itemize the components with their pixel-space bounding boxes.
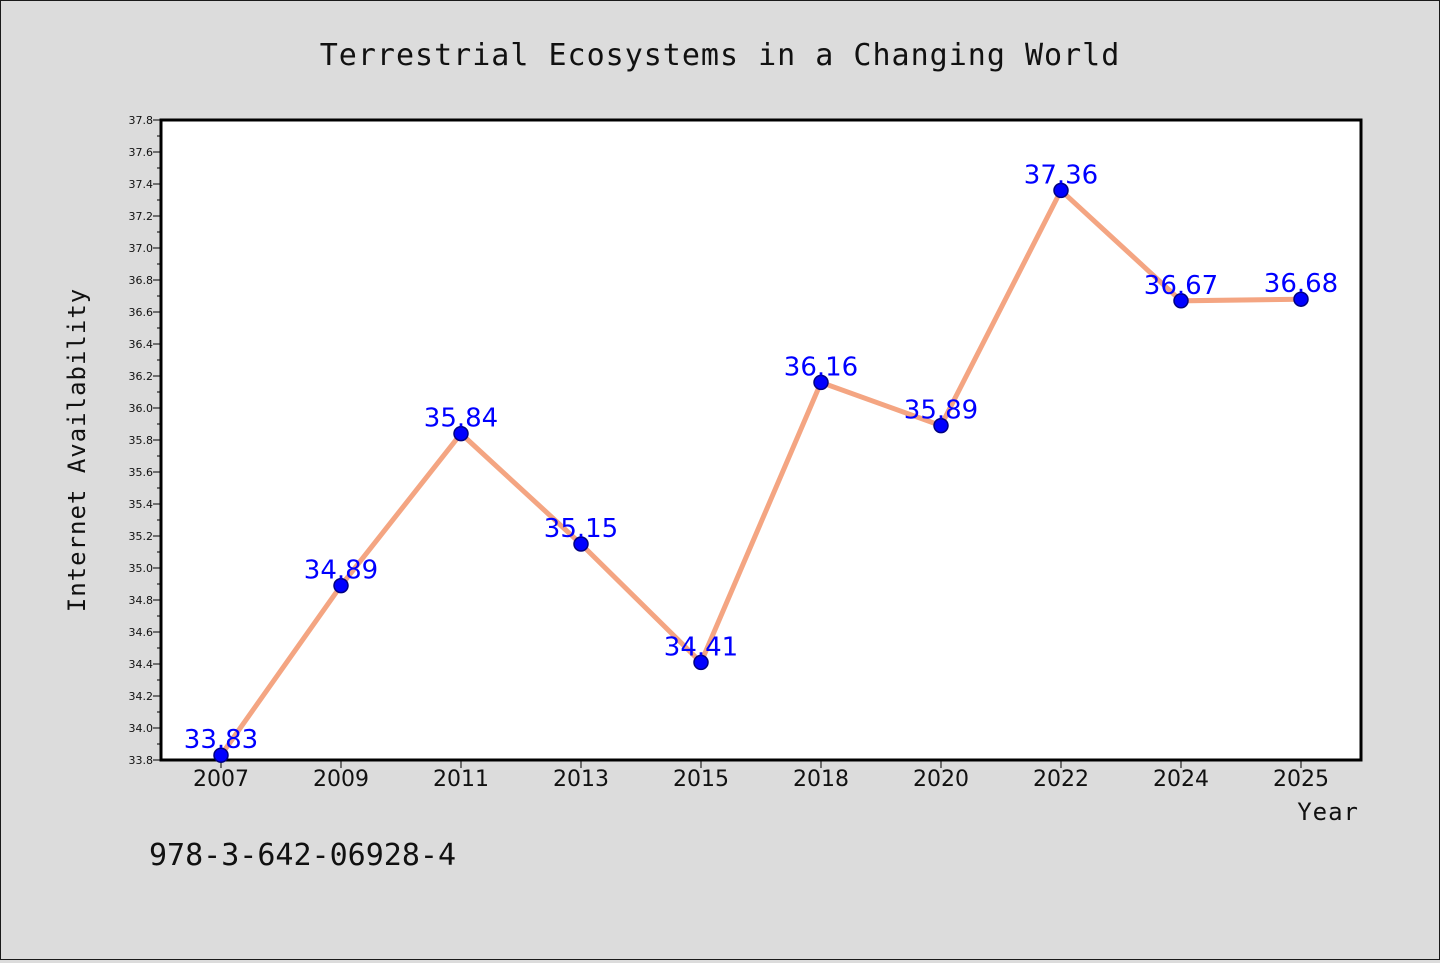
- y-tick-label: 34.8: [129, 594, 154, 607]
- y-tick-label: 34.2: [129, 690, 154, 703]
- data-point: [213, 747, 229, 763]
- data-label: 34.89: [304, 556, 378, 586]
- data-point: [813, 374, 829, 391]
- y-tick-label: 36.2: [129, 370, 154, 383]
- x-tick-label: 2015: [673, 767, 729, 792]
- data-label: 36.16: [784, 352, 858, 382]
- data-point: [1173, 293, 1189, 309]
- data-label: 35.15: [544, 514, 618, 544]
- y-tick-label: 36.8: [129, 274, 154, 287]
- x-tick-label: 2007: [193, 767, 249, 792]
- y-tick-label: 34.6: [129, 626, 154, 639]
- y-tick-label: 37.4: [129, 178, 154, 191]
- y-tick-label: 33.8: [129, 754, 154, 767]
- isbn-text: 978-3-642-06928-4: [149, 838, 456, 873]
- data-label: 35.84: [424, 404, 498, 434]
- data-point: [1053, 182, 1069, 199]
- y-axis: 33.8 34.0 34.2 34.4 34.6 34.8 35.0 35.2 35.4 35.6…: [129, 114, 161, 767]
- data-point: [693, 654, 709, 671]
- y-tick-label: 35.0: [129, 562, 154, 575]
- data-point: [933, 417, 949, 434]
- x-tick-label: 2024: [1153, 767, 1209, 792]
- y-tick-label: 35.8: [129, 434, 154, 447]
- y-tick-label: 37.0: [129, 242, 154, 255]
- x-tick-label: 2011: [433, 767, 489, 792]
- data-label: 33.83: [184, 725, 258, 755]
- series-layer: [213, 182, 1309, 763]
- y-tick-label: 37.8: [129, 114, 154, 127]
- chart-title: Terrestrial Ecosystems in a Changing Wor…: [320, 38, 1121, 73]
- y-tick-label: 36.4: [129, 338, 154, 351]
- data-label: 37.36: [1024, 160, 1098, 190]
- y-tick-label: 35.4: [129, 498, 154, 511]
- plot-area: [159, 118, 1363, 762]
- data-label: 36.67: [1144, 271, 1218, 301]
- x-tick-label: 2022: [1033, 767, 1089, 792]
- y-tick-label: 35.2: [129, 530, 154, 543]
- data-point: [573, 536, 589, 552]
- x-tick-label: 2013: [553, 767, 609, 792]
- x-axis: 2007 2009 2011 2013 2015 2018 2020 2022 2024 2025: [193, 760, 1329, 792]
- x-tick-label: 2009: [313, 767, 369, 792]
- y-tick-label: 37.6: [129, 146, 154, 159]
- data-label: 35.89: [904, 396, 978, 426]
- series-line: [218, 186, 1302, 757]
- y-tick-label: 34.0: [129, 722, 154, 735]
- data-point: [1293, 291, 1309, 307]
- data-point: [453, 425, 469, 442]
- x-tick-label: 2025: [1273, 767, 1329, 792]
- data-label: 34.41: [664, 632, 738, 662]
- data-point: [333, 577, 349, 594]
- y-tick-label: 37.2: [129, 210, 154, 223]
- y-axis-title: Internet Availability: [63, 288, 91, 612]
- data-label: 36.68: [1264, 269, 1338, 299]
- y-tick-label: 36.0: [129, 402, 154, 415]
- y-tick-label: 36.6: [129, 306, 154, 319]
- x-tick-label: 2020: [913, 767, 969, 792]
- x-axis-title: Year: [1297, 798, 1359, 826]
- x-tick-label: 2018: [793, 767, 849, 792]
- data-labels: 33.83 34.89 35.84 35.15 34.41 36.16 35.89 37.36…: [184, 160, 1338, 755]
- y-tick-label: 35.6: [129, 466, 154, 479]
- y-tick-label: 34.4: [129, 658, 154, 671]
